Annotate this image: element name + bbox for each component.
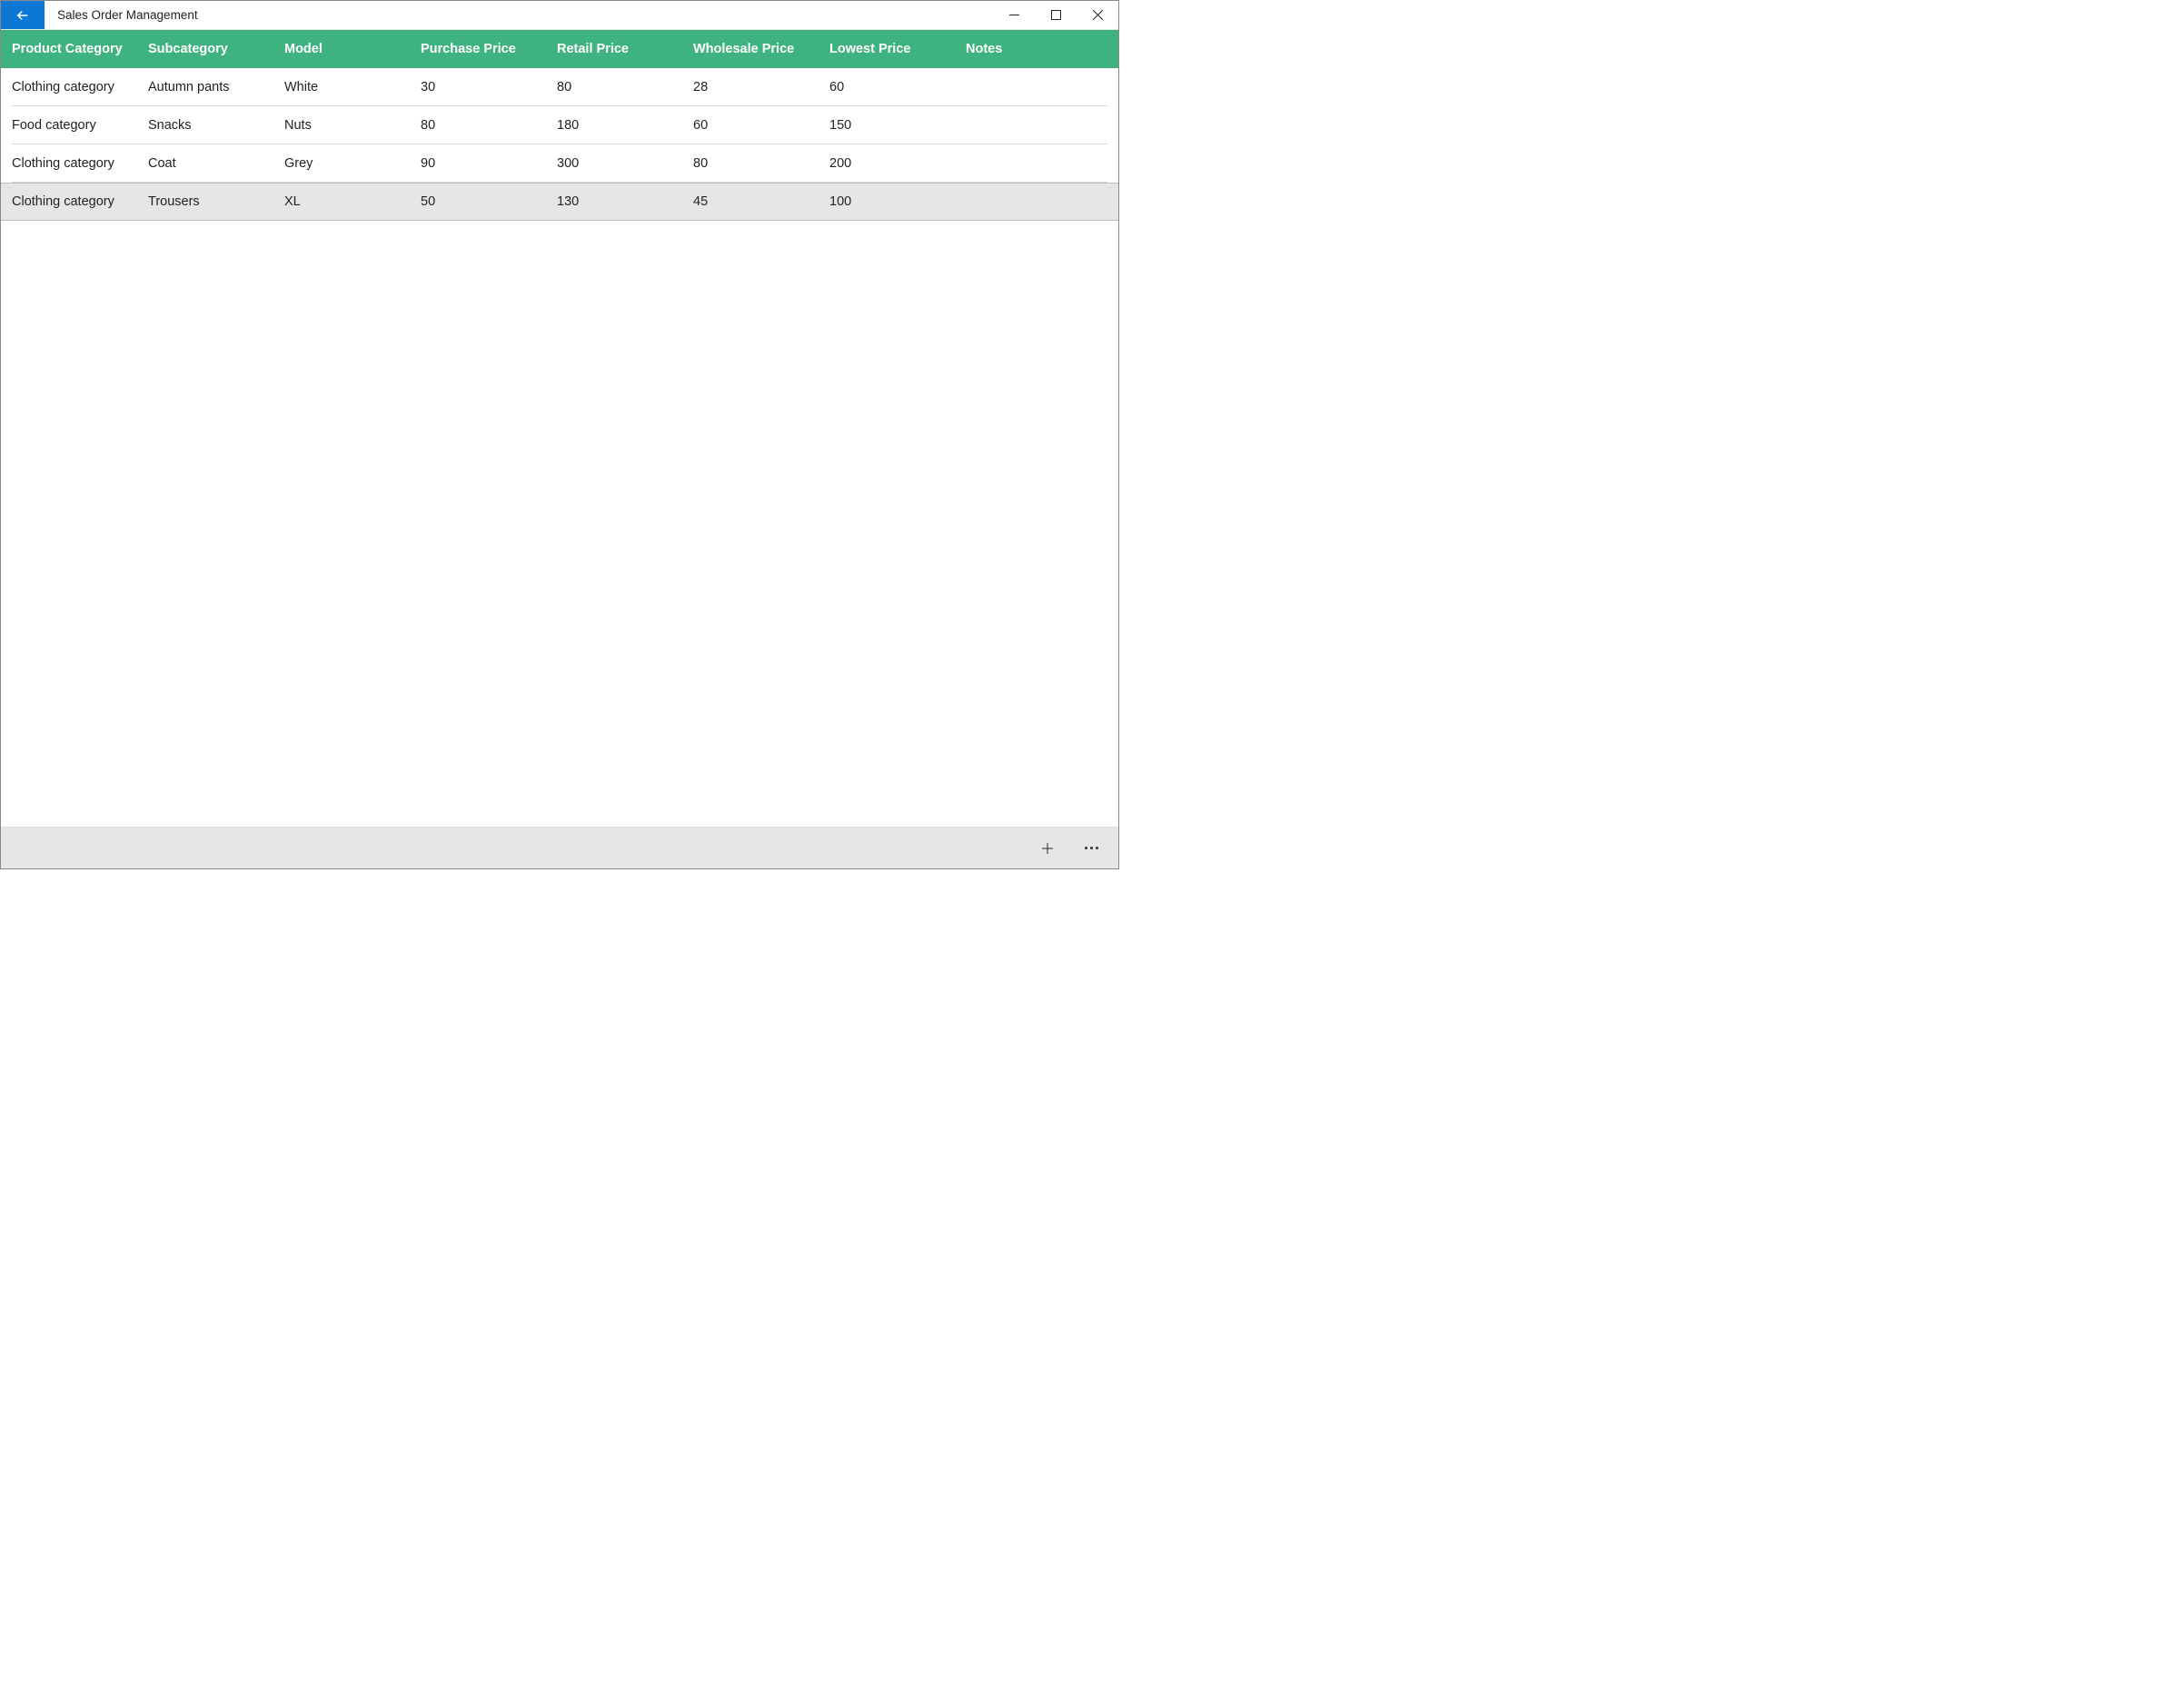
cell-category: Clothing category: [12, 194, 148, 209]
cell-purchase: 30: [421, 80, 557, 94]
titlebar: Sales Order Management: [1, 1, 1118, 30]
table-row[interactable]: Clothing categoryCoatGrey9030080200: [12, 144, 1107, 183]
cell-subcategory: Coat: [148, 156, 284, 171]
cell-subcategory: Snacks: [148, 118, 284, 133]
cell-subcategory: Trousers: [148, 194, 284, 209]
cell-retail: 180: [557, 118, 693, 133]
cell-model: Nuts: [284, 118, 421, 133]
column-header-wholesale-price[interactable]: Wholesale Price: [693, 42, 829, 56]
cell-purchase: 50: [421, 194, 557, 209]
bottombar: [1, 827, 1118, 868]
table-container: Product Category Subcategory Model Purch…: [1, 30, 1118, 827]
table-row[interactable]: Clothing categoryTrousersXL5013045100: [1, 183, 1118, 221]
column-header-model[interactable]: Model: [284, 42, 421, 56]
table-header: Product Category Subcategory Model Purch…: [1, 30, 1118, 68]
arrow-left-icon: [15, 7, 31, 24]
back-button[interactable]: [1, 1, 45, 29]
more-button[interactable]: [1069, 828, 1113, 869]
cell-retail: 300: [557, 156, 693, 171]
column-header-retail-price[interactable]: Retail Price: [557, 42, 693, 56]
window-controls: [993, 1, 1118, 29]
more-icon: [1085, 847, 1098, 849]
cell-model: Grey: [284, 156, 421, 171]
cell-lowest: 60: [829, 80, 966, 94]
cell-lowest: 150: [829, 118, 966, 133]
column-header-subcategory[interactable]: Subcategory: [148, 42, 284, 56]
close-icon: [1093, 10, 1103, 20]
cell-subcategory: Autumn pants: [148, 80, 284, 94]
column-header-category[interactable]: Product Category: [12, 42, 148, 56]
column-header-lowest-price[interactable]: Lowest Price: [829, 42, 966, 56]
cell-model: White: [284, 80, 421, 94]
add-button[interactable]: [1026, 828, 1069, 869]
cell-wholesale: 60: [693, 118, 829, 133]
column-header-notes[interactable]: Notes: [966, 42, 1107, 56]
cell-category: Food category: [12, 118, 148, 133]
cell-wholesale: 28: [693, 80, 829, 94]
cell-wholesale: 80: [693, 156, 829, 171]
cell-purchase: 90: [421, 156, 557, 171]
cell-lowest: 100: [829, 194, 966, 209]
cell-purchase: 80: [421, 118, 557, 133]
cell-model: XL: [284, 194, 421, 209]
column-header-purchase-price[interactable]: Purchase Price: [421, 42, 557, 56]
maximize-button[interactable]: [1035, 1, 1077, 29]
cell-retail: 130: [557, 194, 693, 209]
cell-category: Clothing category: [12, 156, 148, 171]
close-button[interactable]: [1077, 1, 1118, 29]
table-row[interactable]: Clothing categoryAutumn pantsWhite308028…: [12, 68, 1107, 106]
table-body: Clothing categoryAutumn pantsWhite308028…: [1, 68, 1118, 221]
table-row[interactable]: Food categorySnacksNuts8018060150: [12, 106, 1107, 144]
cell-lowest: 200: [829, 156, 966, 171]
window-title: Sales Order Management: [45, 1, 993, 29]
maximize-icon: [1051, 10, 1061, 20]
minimize-button[interactable]: [993, 1, 1035, 29]
cell-retail: 80: [557, 80, 693, 94]
minimize-icon: [1009, 10, 1019, 20]
plus-icon: [1039, 840, 1056, 857]
cell-wholesale: 45: [693, 194, 829, 209]
cell-category: Clothing category: [12, 80, 148, 94]
